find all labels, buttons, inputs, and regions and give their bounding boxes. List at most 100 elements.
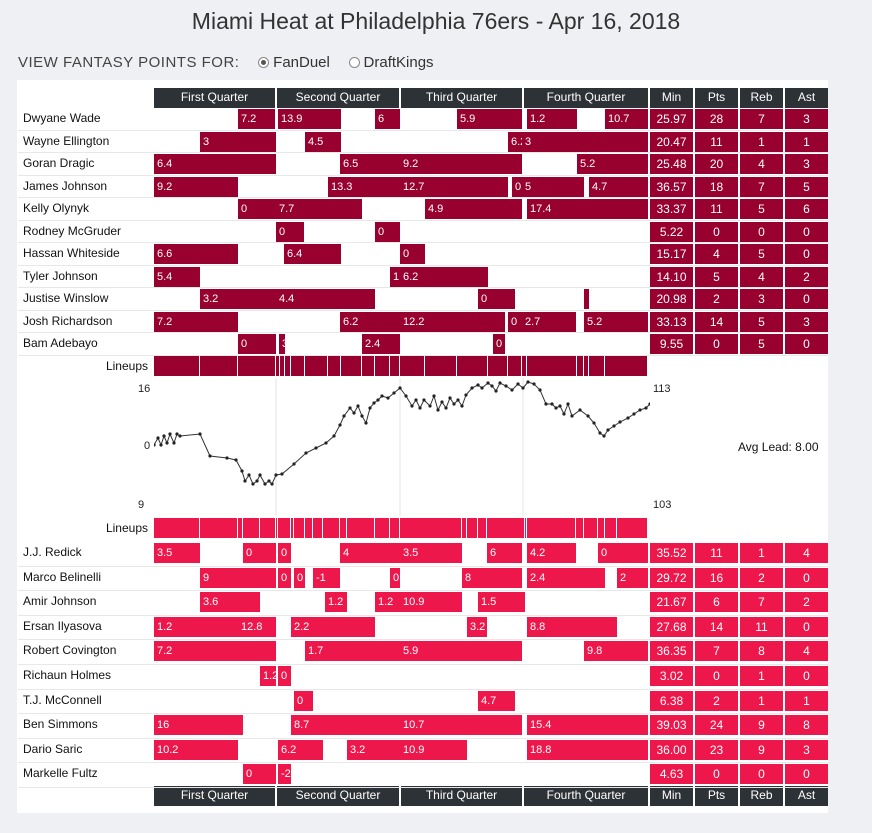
fanduel-option[interactable]: FanDuel: [258, 54, 330, 71]
phi-stint-bar[interactable]: 10.7: [400, 715, 522, 736]
mia-stint-bar[interactable]: 17.4: [527, 199, 648, 219]
mia-stint-bar[interactable]: 6: [375, 109, 400, 129]
mia-stint-bar[interactable]: 9.2: [400, 154, 522, 174]
phi-stint-bar[interactable]: 2: [617, 567, 648, 588]
mia-stint-bar[interactable]: 3: [279, 334, 285, 354]
fanduel-radio-icon[interactable]: [258, 56, 270, 68]
phi-stint-bar[interactable]: 3.5: [154, 543, 200, 563]
phi-stint-bar[interactable]: 2.4: [527, 567, 605, 588]
phi-stint-bar[interactable]: 8.8: [527, 616, 617, 637]
mia-stint-bar[interactable]: 3: [200, 131, 276, 152]
lineup-segment[interactable]: [200, 518, 238, 538]
mia-stint-bar[interactable]: 5.9: [457, 109, 522, 129]
mia-stint-bar[interactable]: 0: [238, 199, 276, 219]
phi-stint-bar[interactable]: 10.9: [400, 739, 467, 760]
lineup-segment[interactable]: [488, 356, 508, 376]
lineup-segment[interactable]: [584, 518, 598, 538]
lineup-segment[interactable]: [425, 356, 457, 376]
mia-stint-bar[interactable]: 6.2: [400, 266, 488, 287]
lineup-segment[interactable]: [589, 356, 605, 376]
phi-stint-bar[interactable]: 3.2: [467, 616, 487, 637]
mia-stint-bar[interactable]: 6.5: [340, 154, 400, 174]
phi-stint-bar[interactable]: 3.6: [200, 592, 260, 613]
mia-stint-bar[interactable]: 7.2: [238, 109, 275, 129]
phi-stint-bar[interactable]: 5.9: [400, 641, 522, 662]
lineup-segment[interactable]: [305, 518, 313, 538]
phi-stint-bar[interactable]: 0: [294, 690, 313, 711]
mia-stint-bar[interactable]: 0: [508, 311, 522, 332]
mia-stint-bar[interactable]: 2.7: [522, 311, 576, 332]
mia-stint-bar[interactable]: [584, 289, 589, 309]
phi-stint-bar[interactable]: 1.2: [325, 592, 347, 613]
mia-stint-bar[interactable]: 6.4: [154, 154, 276, 174]
lineup-segment[interactable]: [238, 518, 243, 538]
mia-stint-bar[interactable]: 4.4: [276, 289, 375, 309]
lineup-segment[interactable]: [576, 518, 584, 538]
mia-stint-bar[interactable]: 6.6: [154, 244, 238, 264]
lineup-segment[interactable]: [154, 518, 200, 538]
phi-stint-bar[interactable]: 3.5: [400, 543, 462, 563]
lineup-segment[interactable]: [375, 356, 390, 376]
lineup-segment[interactable]: [390, 518, 400, 538]
lineup-segment[interactable]: [238, 356, 276, 376]
lineup-segment[interactable]: [278, 518, 291, 538]
mia-stint-bar[interactable]: 4.9: [425, 199, 522, 219]
lineup-segment[interactable]: [584, 356, 589, 376]
phi-stint-bar[interactable]: 18.8: [527, 739, 648, 760]
mia-stint-bar[interactable]: 9.2: [154, 176, 238, 197]
lineup-segment[interactable]: [527, 518, 576, 538]
phi-stint-bar[interactable]: 9: [200, 567, 276, 588]
mia-stint-bar[interactable]: 7.7: [276, 199, 362, 219]
lineup-segment[interactable]: [260, 518, 276, 538]
phi-stint-bar[interactable]: 0: [294, 567, 305, 588]
mia-stint-bar[interactable]: 0: [478, 289, 515, 309]
mia-stint-bar[interactable]: 1.2: [527, 109, 577, 129]
lineup-segment[interactable]: [487, 518, 525, 538]
mia-stint-bar[interactable]: 0: [512, 176, 522, 197]
phi-stint-bar[interactable]: 6: [487, 543, 522, 563]
mia-stint-bar[interactable]: 13.9: [278, 109, 341, 129]
lineup-segment[interactable]: [400, 518, 462, 538]
phi-stint-bar[interactable]: 1.2: [154, 616, 238, 637]
mia-stint-bar[interactable]: 6.2: [508, 131, 522, 152]
lineup-segment[interactable]: [525, 518, 527, 538]
mia-stint-bar[interactable]: 0: [493, 334, 505, 354]
phi-stint-bar[interactable]: 0: [278, 543, 291, 563]
phi-stint-bar[interactable]: 0: [278, 666, 291, 686]
mia-stint-bar[interactable]: 3.2: [200, 289, 276, 309]
mia-stint-bar[interactable]: 0: [276, 221, 304, 242]
phi-stint-bar[interactable]: 0: [278, 567, 291, 588]
lineup-segment[interactable]: [294, 518, 305, 538]
lineup-segment[interactable]: [375, 518, 390, 538]
phi-stint-bar[interactable]: 12.8: [238, 616, 276, 637]
lineup-segment[interactable]: [291, 518, 294, 538]
phi-stint-bar[interactable]: 16: [154, 715, 243, 736]
mia-stint-bar[interactable]: 6.2: [340, 311, 400, 332]
mia-stint-bar[interactable]: 4.7: [589, 176, 648, 197]
lineup-segment[interactable]: [200, 356, 238, 376]
lineup-segment[interactable]: [285, 356, 291, 376]
lineup-segment[interactable]: [390, 356, 400, 376]
phi-stint-bar[interactable]: 9.8: [584, 641, 648, 662]
lineup-segment[interactable]: [457, 356, 488, 376]
phi-stint-bar[interactable]: 10.2: [154, 739, 238, 760]
phi-stint-bar[interactable]: 4.7: [478, 690, 515, 711]
mia-stint-bar[interactable]: 5.2: [584, 311, 648, 332]
lineup-segment[interactable]: [462, 518, 467, 538]
mia-stint-bar[interactable]: 6.4: [284, 244, 341, 264]
phi-stint-bar[interactable]: 0: [598, 543, 648, 563]
lineup-segment[interactable]: [508, 356, 522, 376]
lineup-segment[interactable]: [347, 518, 375, 538]
lineup-segment[interactable]: [400, 356, 425, 376]
mia-stint-bar[interactable]: 5.4: [154, 266, 200, 287]
mia-stint-bar[interactable]: 0: [400, 244, 425, 264]
mia-stint-bar[interactable]: 2.4: [362, 334, 400, 354]
mia-stint-bar[interactable]: 1: [390, 266, 400, 287]
phi-stint-bar[interactable]: 1.7: [305, 641, 400, 662]
lineup-segment[interactable]: [362, 356, 375, 376]
phi-stint-bar[interactable]: 4.2: [527, 543, 576, 563]
phi-stint-bar[interactable]: 1.2: [375, 592, 400, 613]
lineup-segment[interactable]: [305, 356, 328, 376]
phi-stint-bar[interactable]: 6.2: [278, 739, 323, 760]
lineup-segment[interactable]: [478, 518, 487, 538]
